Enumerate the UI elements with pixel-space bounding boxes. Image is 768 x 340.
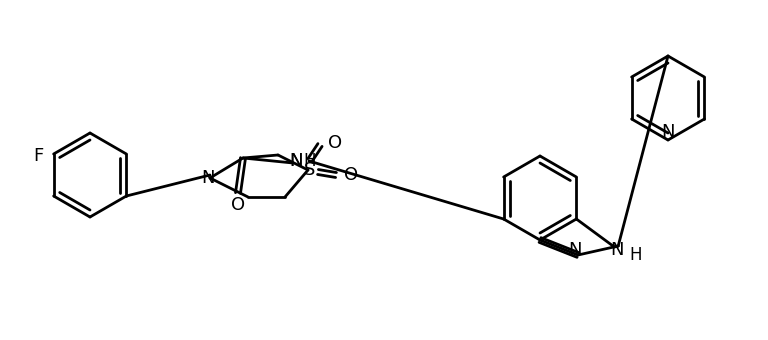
Text: N: N [290, 152, 303, 170]
Text: H: H [629, 246, 642, 264]
Text: N: N [661, 123, 675, 141]
Text: N: N [611, 241, 624, 259]
Text: O: O [231, 196, 245, 214]
Text: S: S [304, 161, 316, 179]
Text: N: N [201, 169, 215, 187]
Text: O: O [328, 134, 342, 152]
Text: N: N [290, 152, 303, 170]
Text: N: N [568, 241, 581, 259]
Text: H: H [303, 152, 316, 170]
Text: F: F [33, 147, 44, 165]
Text: O: O [344, 166, 358, 184]
